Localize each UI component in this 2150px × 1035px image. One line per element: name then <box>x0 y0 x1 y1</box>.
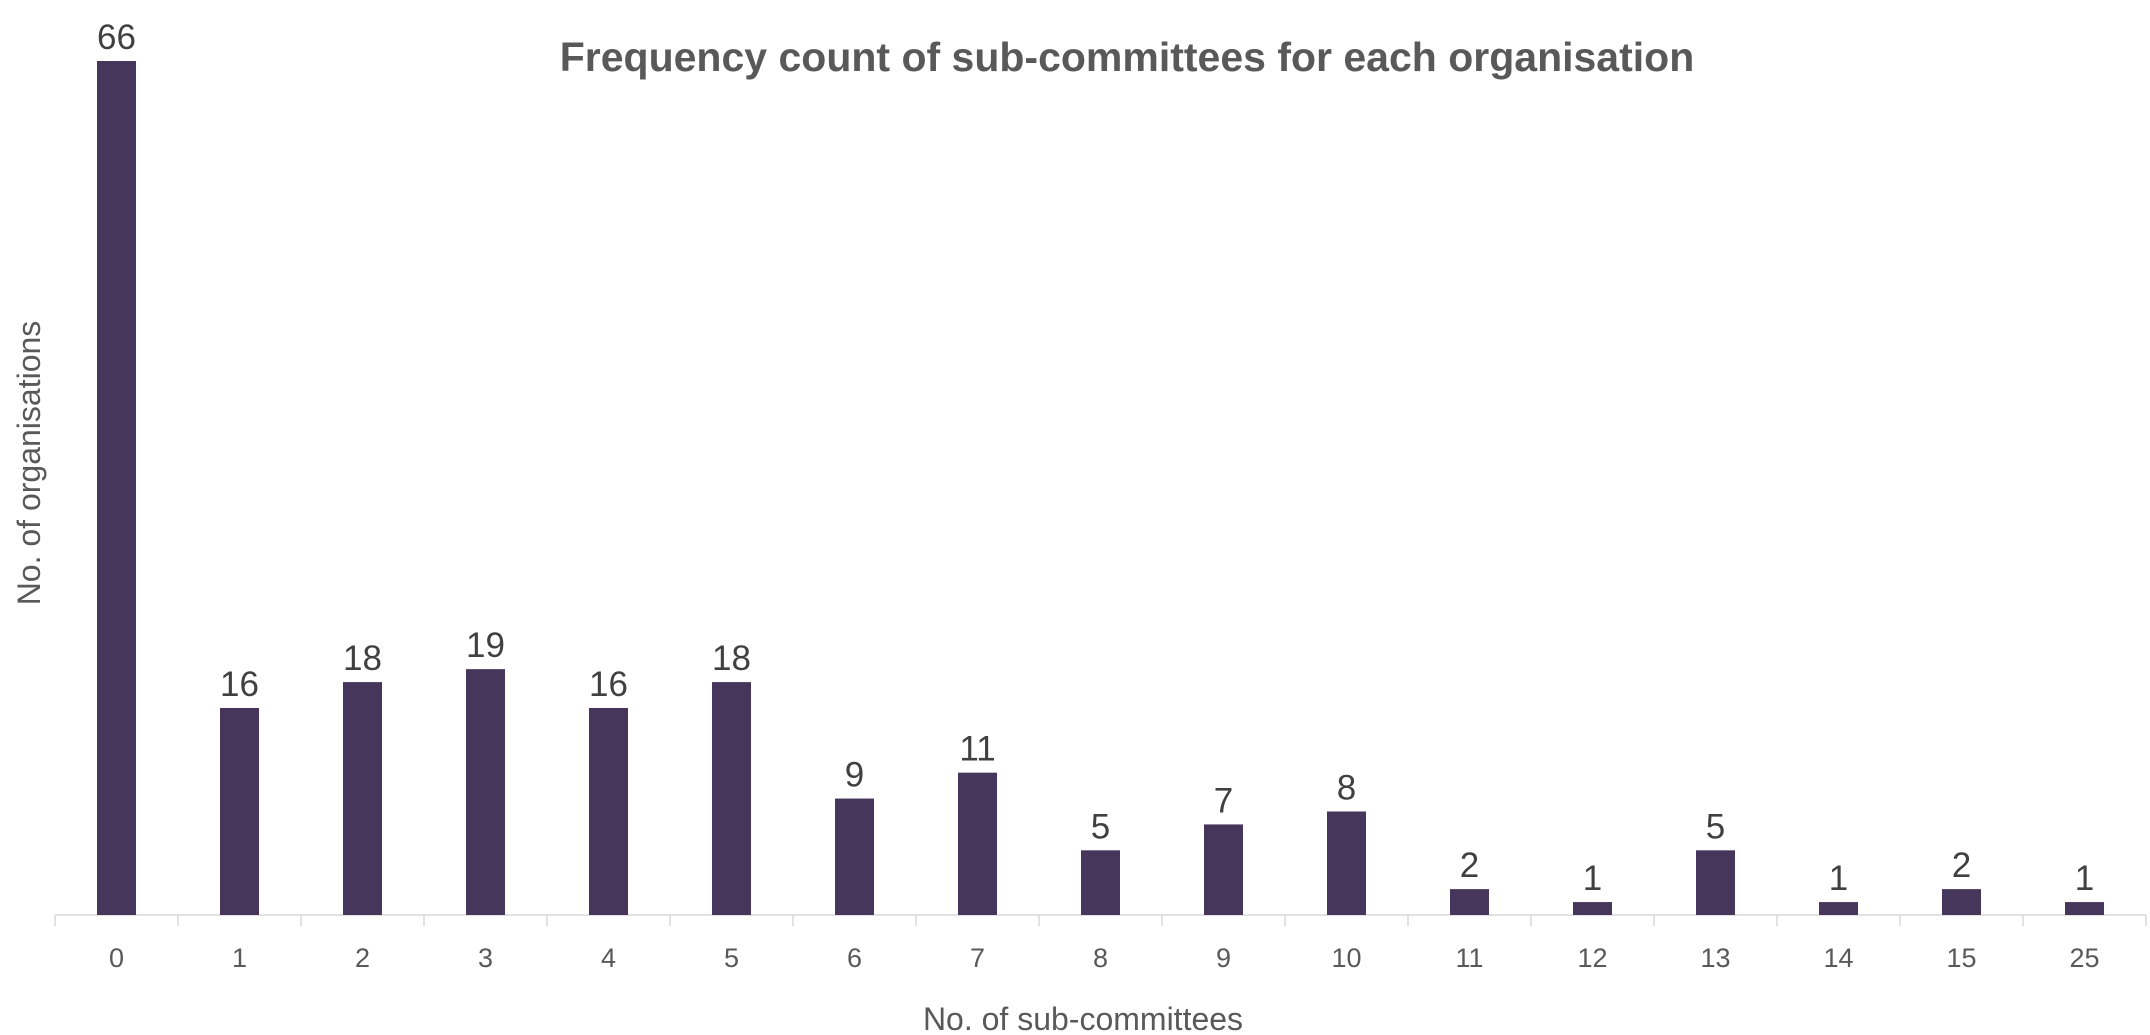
x-tick-label: 11 <box>1455 943 1483 973</box>
x-tick-label: 10 <box>1331 943 1361 973</box>
bar <box>1819 902 1858 915</box>
bar <box>343 682 382 915</box>
bar <box>1204 824 1243 915</box>
data-label: 18 <box>343 639 382 678</box>
data-label: 66 <box>97 18 136 57</box>
x-tick-label: 25 <box>2069 943 2099 973</box>
x-tick-label: 9 <box>1216 943 1231 973</box>
chart-title: Frequency count of sub-committees for ea… <box>560 34 1695 80</box>
bar <box>1450 889 1489 915</box>
data-label: 18 <box>712 639 751 678</box>
data-label: 7 <box>1214 781 1233 820</box>
data-label: 5 <box>1091 807 1110 846</box>
x-tick-label: 7 <box>970 943 985 973</box>
data-label: 11 <box>959 730 995 769</box>
y-axis-title: No. of organisations <box>11 321 47 606</box>
data-label: 1 <box>1583 859 1602 898</box>
bar <box>466 669 505 915</box>
x-tick-label: 6 <box>847 943 862 973</box>
bar <box>589 707 628 915</box>
x-tick-label: 4 <box>601 943 616 973</box>
data-label: 16 <box>220 665 259 704</box>
x-tick-label: 1 <box>232 943 247 973</box>
bar <box>1327 811 1366 915</box>
data-label: 2 <box>1952 846 1971 885</box>
bar <box>220 707 259 915</box>
plot-area: 6601611821931641859611758798102111125131… <box>54 18 2147 973</box>
x-tick-label: 15 <box>1946 943 1976 973</box>
data-label: 2 <box>1460 846 1479 885</box>
data-label: 8 <box>1337 768 1356 807</box>
data-label: 5 <box>1706 807 1725 846</box>
x-tick-label: 8 <box>1093 943 1108 973</box>
x-axis-title: No. of sub-committees <box>923 1001 1243 1035</box>
data-label: 1 <box>2075 859 2094 898</box>
x-tick-label: 5 <box>724 943 739 973</box>
bar <box>835 798 874 915</box>
data-label: 9 <box>845 756 864 795</box>
bar <box>958 772 997 915</box>
bar <box>712 682 751 915</box>
x-tick-label: 3 <box>478 943 493 973</box>
bar <box>1942 889 1981 915</box>
bar <box>1696 850 1735 915</box>
data-label: 1 <box>1829 859 1848 898</box>
x-tick-label: 14 <box>1823 943 1853 973</box>
bar <box>1081 850 1120 915</box>
x-tick-label: 0 <box>109 943 124 973</box>
bar <box>2065 902 2104 915</box>
bar <box>97 61 136 915</box>
x-tick-label: 2 <box>355 943 370 973</box>
bar <box>1573 902 1612 915</box>
data-label: 19 <box>466 626 505 665</box>
x-tick-label: 13 <box>1700 943 1730 973</box>
data-label: 16 <box>589 665 628 704</box>
x-tick-label: 12 <box>1577 943 1607 973</box>
